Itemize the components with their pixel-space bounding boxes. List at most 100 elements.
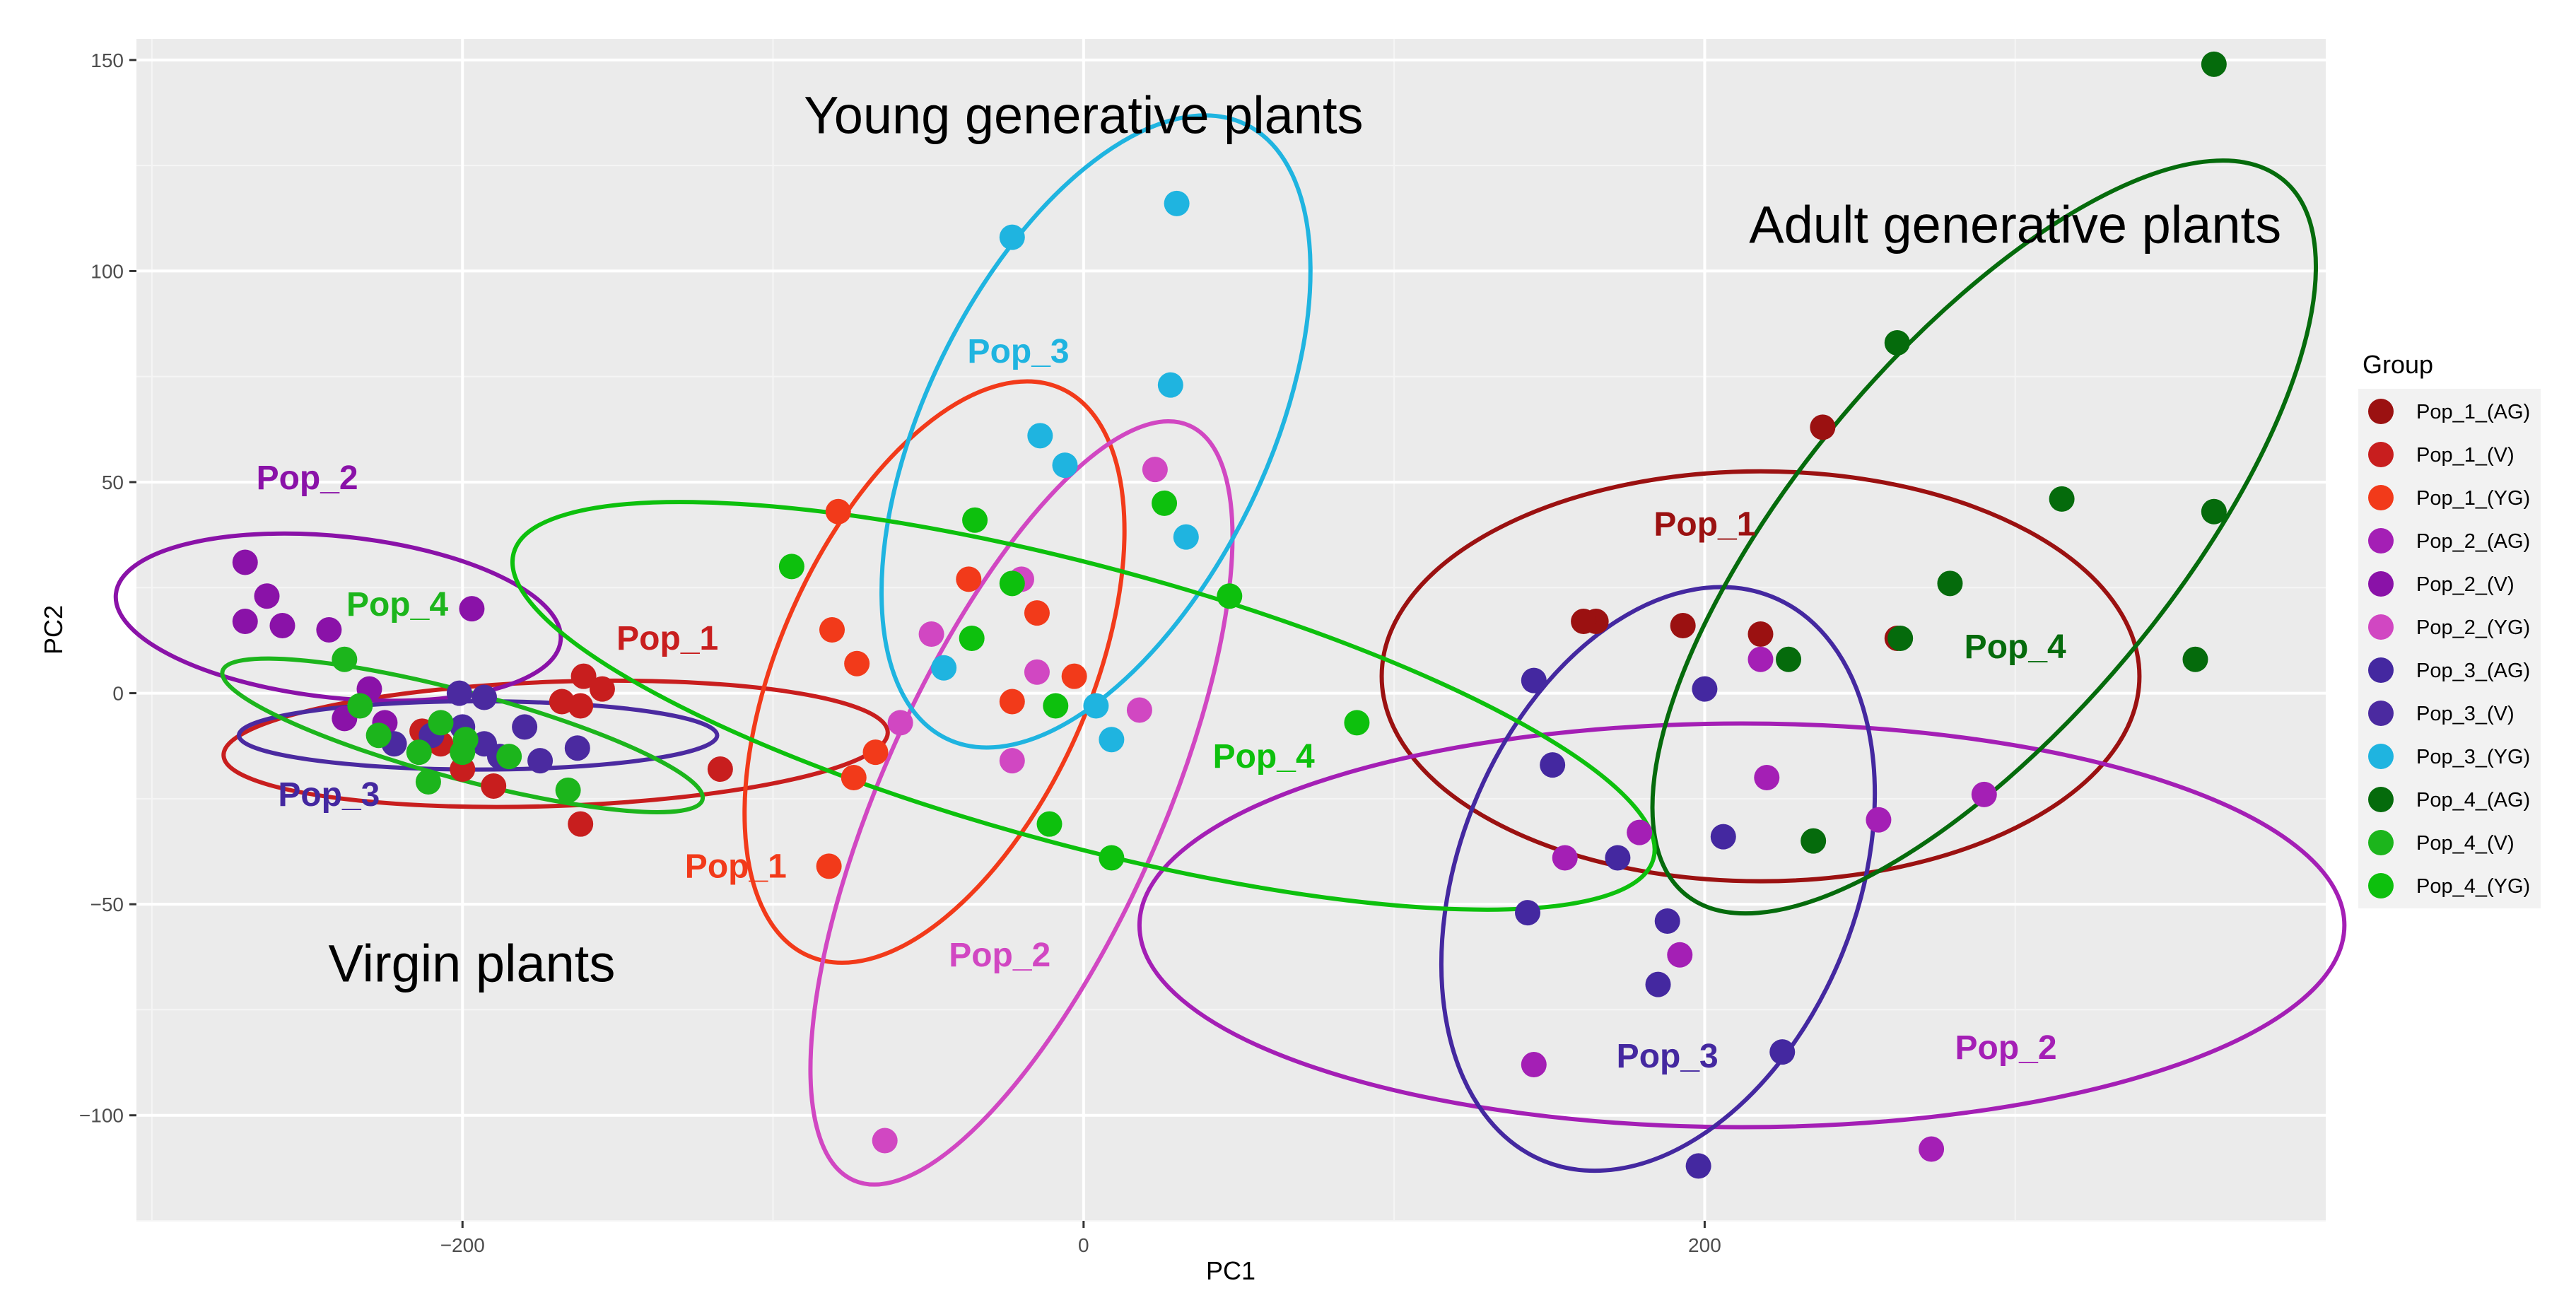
point-pop-4-ag [2201,52,2227,77]
point-pop-3-ag [1769,1039,1795,1065]
point-pop-4-ag [1887,626,1913,651]
point-pop-4-v [450,739,475,765]
legend-key-pop-4-ag [2368,787,2394,812]
point-pop-4-v [347,693,373,718]
legend: Group Pop_1_(AG) Pop_1_(V) Pop_1_(YG) Pop_2… [2358,350,2541,908]
legend-key-pop-3-v [2368,701,2394,726]
point-pop-4-ag [2201,499,2227,525]
point-pop-4-yg [962,508,988,533]
legend-key-pop-1-yg [2368,485,2394,510]
legend-label: Pop_1_(AG) [2416,401,2530,423]
point-pop-1-ag [1670,613,1696,638]
point-pop-3-yg [1027,423,1053,448]
x-tick-label: −200 [440,1234,485,1256]
point-pop-1-yg [819,617,845,643]
y-tick-label: 50 [102,472,124,493]
point-pop-2-ag [1754,765,1779,790]
legend-label: Pop_1_(V) [2416,444,2514,467]
legend-title: Group [2363,350,2433,379]
group-label: Pop_1 [685,848,787,885]
point-pop-3-ag [1655,908,1680,934]
legend-label: Pop_4_(V) [2416,832,2514,855]
group-label: Pop_4 [1213,738,1315,775]
point-pop-3-ag [1540,752,1565,778]
point-pop-4-ag [1801,828,1826,854]
point-pop-2-ag [1552,845,1578,870]
point-pop-4-ag [1937,570,1962,596]
y-tick-label: −50 [90,894,124,915]
group-label: Pop_3 [278,776,380,814]
point-pop-3-yg [1052,452,1077,478]
point-pop-1-v [549,689,575,715]
point-pop-4-yg [1344,710,1369,735]
point-pop-3-yg [1000,225,1025,250]
point-pop-4-yg [1043,693,1068,718]
point-pop-4-yg [1000,570,1025,596]
point-pop-4-v [416,769,441,795]
x-axis-title: PC1 [1206,1256,1255,1285]
point-pop-3-ag [1515,900,1540,925]
point-pop-2-ag [1627,820,1652,845]
group-label: Pop_3 [1617,1038,1719,1075]
point-pop-2-v [459,596,484,621]
point-pop-2-v [254,583,280,609]
point-pop-1-ag [1747,621,1773,647]
point-pop-4-ag [2049,486,2075,512]
point-pop-2-v [233,609,258,634]
point-pop-2-ag [1866,807,1891,833]
point-pop-4-v [332,647,357,672]
point-pop-3-v [565,735,590,761]
y-tick-label: −100 [79,1105,124,1127]
legend-label: Pop_4_(AG) [2416,789,2530,812]
point-pop-2-yg [888,710,913,735]
point-pop-2-ag [1747,647,1773,672]
legend-key-pop-1-ag [2368,399,2394,424]
point-pop-4-v [366,722,392,748]
point-pop-4-yg [1037,812,1062,837]
legend-key-pop-2-yg [2368,614,2394,640]
point-pop-4-ag [1776,647,1801,672]
point-pop-3-yg [931,655,956,681]
point-pop-2-ag [1667,942,1692,968]
point-pop-3-ag [1711,824,1736,850]
point-pop-1-yg [826,499,851,525]
legend-label: Pop_3_(V) [2416,703,2514,725]
point-pop-2-ag [1521,1052,1547,1077]
point-pop-2-v [316,617,341,643]
point-pop-3-yg [1164,191,1190,216]
group-label: Pop_1 [616,620,718,657]
legend-key-pop-2-v [2368,571,2394,597]
group-label: Pop_4 [1965,628,2066,666]
legend-label: Pop_4_(YG) [2416,875,2530,898]
point-pop-1-yg [816,853,842,879]
point-pop-1-yg [844,651,870,677]
y-tick-label: 100 [90,260,124,282]
group-label: Pop_1 [1653,506,1755,544]
point-pop-1-yg [1024,600,1050,626]
point-pop-3-yg [1173,525,1199,550]
point-pop-4-yg [1099,845,1124,870]
point-pop-3-v [512,714,537,739]
group-label: Pop_2 [1955,1029,2057,1067]
legend-key-pop-3-yg [2368,744,2394,769]
x-tick-label: 0 [1078,1234,1089,1256]
stage-annotation: Adult generative plants [1749,196,2281,254]
point-pop-4-v [428,710,454,735]
y-tick-label: 150 [90,49,124,71]
point-pop-2-yg [919,621,944,647]
legend-key-pop-3-ag [2368,657,2394,683]
point-pop-3-v [527,748,553,773]
point-pop-3-ag [1686,1153,1711,1178]
group-label: Pop_2 [949,937,1050,974]
point-pop-1-yg [1000,689,1025,715]
point-pop-1-v [708,756,733,782]
pca-chart: Pop_2 Pop_4 Pop_1 Pop_3 Pop_3 Pop_1 Pop_4 Pop_2… [0,0,2576,1300]
point-pop-4-v [496,744,522,769]
y-tick-label: 0 [112,683,124,705]
point-pop-2-ag [1919,1136,1944,1161]
point-pop-4-yg [779,554,804,579]
legend-label: Pop_1_(YG) [2416,487,2530,510]
group-label: Pop_3 [968,333,1070,370]
y-axis-title: PC2 [39,605,68,655]
point-pop-4-v [406,739,432,765]
